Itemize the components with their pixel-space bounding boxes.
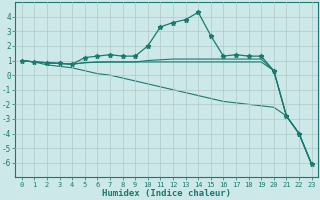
X-axis label: Humidex (Indice chaleur): Humidex (Indice chaleur): [102, 189, 231, 198]
